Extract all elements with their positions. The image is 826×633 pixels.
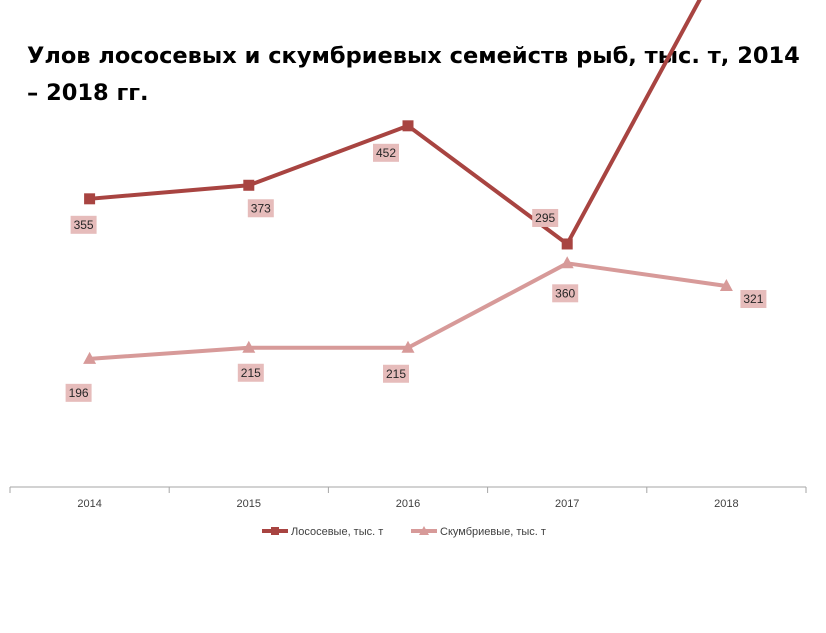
legend-item: Скумбриевые, тыс. т — [411, 526, 546, 538]
x-tick-label: 2015 — [237, 498, 261, 510]
data-label-box — [552, 284, 579, 303]
data-label-box — [532, 208, 559, 227]
data-label-box — [70, 215, 97, 234]
data-label-box — [65, 383, 92, 402]
data-label: 215 — [386, 367, 406, 381]
data-label: 295 — [535, 211, 555, 225]
data-label: 452 — [376, 146, 396, 160]
data-point-marker — [560, 256, 574, 269]
data-point-marker — [401, 340, 415, 353]
data-point-marker — [243, 179, 255, 191]
legend-marker — [419, 526, 429, 535]
series-1: 355373452295685 — [70, 0, 702, 250]
data-point-marker — [83, 351, 97, 364]
data-label: 196 — [69, 386, 89, 400]
data-label: 215 — [241, 366, 261, 380]
data-label: 373 — [251, 201, 271, 215]
legend-label: Скумбриевые, тыс. т — [440, 526, 546, 538]
data-point-marker — [402, 120, 414, 132]
data-label-box — [373, 143, 399, 162]
series-2: 196 215 215 360 321 — [65, 256, 767, 402]
x-tick-label: 2014 — [77, 498, 101, 510]
x-tick-label: 2016 — [396, 498, 420, 510]
data-label: 355 — [74, 218, 94, 232]
x-tick-label: 2018 — [714, 498, 738, 510]
data-label-box — [383, 364, 409, 383]
data-label-box — [247, 199, 274, 218]
legend-marker — [271, 527, 279, 535]
x-tick-label: 2017 — [555, 498, 579, 510]
data-point-marker — [719, 279, 733, 292]
data-point-marker — [242, 340, 256, 353]
data-label: 360 — [555, 286, 575, 300]
data-label-box — [237, 363, 264, 382]
legend-label: Лососевые, тыс. т — [291, 526, 383, 538]
data-point-marker — [84, 193, 96, 205]
data-point-marker — [561, 238, 573, 250]
data-label-box — [740, 290, 767, 309]
legend-item: Лососевые, тыс. т — [262, 526, 383, 538]
data-label: 321 — [743, 292, 763, 306]
